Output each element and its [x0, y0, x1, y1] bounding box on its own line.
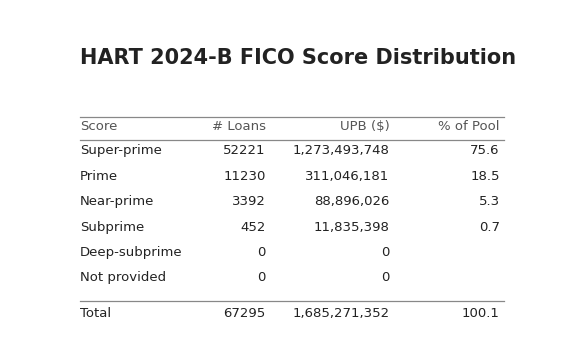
Text: 67295: 67295: [223, 307, 266, 320]
Text: 11230: 11230: [223, 170, 266, 183]
Text: 1,273,493,748: 1,273,493,748: [292, 144, 389, 157]
Text: 311,046,181: 311,046,181: [305, 170, 389, 183]
Text: 18.5: 18.5: [470, 170, 500, 183]
Text: 3392: 3392: [232, 195, 266, 208]
Text: Super-prime: Super-prime: [80, 144, 162, 157]
Text: Deep-subprime: Deep-subprime: [80, 246, 183, 259]
Text: UPB ($): UPB ($): [340, 120, 389, 132]
Text: 100.1: 100.1: [462, 307, 500, 320]
Text: 0: 0: [381, 271, 389, 284]
Text: 75.6: 75.6: [470, 144, 500, 157]
Text: Score: Score: [80, 120, 117, 132]
Text: 0.7: 0.7: [479, 220, 500, 234]
Text: 11,835,398: 11,835,398: [314, 220, 389, 234]
Text: Total: Total: [80, 307, 111, 320]
Text: HART 2024-B FICO Score Distribution: HART 2024-B FICO Score Distribution: [80, 48, 516, 68]
Text: 1,685,271,352: 1,685,271,352: [292, 307, 389, 320]
Text: 52221: 52221: [223, 144, 266, 157]
Text: Not provided: Not provided: [80, 271, 166, 284]
Text: 88,896,026: 88,896,026: [314, 195, 389, 208]
Text: 452: 452: [240, 220, 266, 234]
Text: 5.3: 5.3: [479, 195, 500, 208]
Text: Prime: Prime: [80, 170, 118, 183]
Text: Subprime: Subprime: [80, 220, 144, 234]
Text: Near-prime: Near-prime: [80, 195, 154, 208]
Text: 0: 0: [257, 246, 266, 259]
Text: 0: 0: [381, 246, 389, 259]
Text: # Loans: # Loans: [211, 120, 266, 132]
Text: 0: 0: [257, 271, 266, 284]
Text: % of Pool: % of Pool: [438, 120, 500, 132]
